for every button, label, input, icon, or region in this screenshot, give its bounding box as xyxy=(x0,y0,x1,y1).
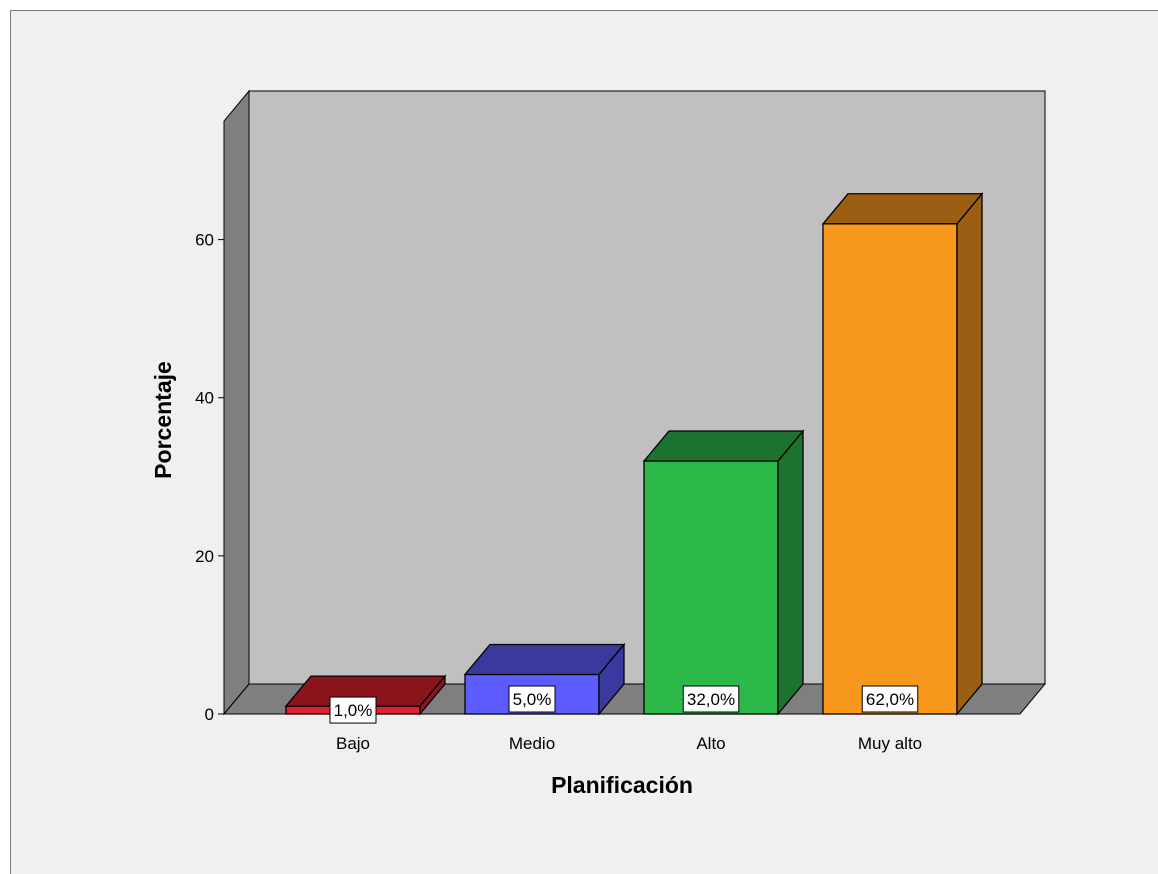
bar-top xyxy=(463,643,626,676)
bar-front xyxy=(643,460,779,715)
data-label: 32,0% xyxy=(687,690,735,709)
bar-side xyxy=(777,429,804,716)
x-tick-label: Muy alto xyxy=(858,734,922,753)
data-label: 5,0% xyxy=(513,690,552,709)
left-wall xyxy=(223,89,250,716)
data-label-box xyxy=(329,696,377,724)
y-tick-label: 0 xyxy=(205,705,214,724)
y-axis: 0 20 40 60 xyxy=(195,231,224,724)
x-tick-label: Bajo xyxy=(336,734,370,753)
bar-top xyxy=(821,193,984,225)
y-tick-label: 40 xyxy=(195,389,214,408)
x-tick-label: Alto xyxy=(696,734,725,753)
bar-side xyxy=(956,191,983,716)
bar-alto: 32,0% xyxy=(642,429,805,716)
data-label: 1,0% xyxy=(334,701,373,720)
bar-bajo: 1,0% xyxy=(284,674,447,724)
x-axis: Bajo Medio Alto Muy alto xyxy=(336,734,922,753)
x-tick-label: Medio xyxy=(509,734,555,753)
y-tick-label: 20 xyxy=(195,547,214,566)
bar-muy-alto: 62,0% xyxy=(821,191,984,716)
bars: 1,0% 5,0% 32,0% 62,0% xyxy=(284,191,984,724)
y-axis-title: Porcentaje xyxy=(150,361,176,479)
data-label: 62,0% xyxy=(866,690,914,709)
data-label-box xyxy=(861,685,919,713)
bar-top xyxy=(642,430,805,462)
data-label-box xyxy=(508,685,556,713)
y-tick-label: 60 xyxy=(195,231,214,250)
x-axis-title: Planificación xyxy=(551,772,693,798)
data-label-box xyxy=(682,685,740,713)
bar-medio: 5,0% xyxy=(463,642,626,716)
bar-front xyxy=(822,223,958,715)
